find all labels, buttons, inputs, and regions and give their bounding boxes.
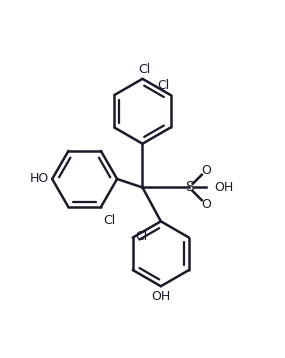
Text: O: O: [201, 164, 211, 177]
Text: OH: OH: [215, 181, 234, 194]
Text: OH: OH: [151, 290, 170, 304]
Text: HO: HO: [30, 173, 49, 185]
Text: S: S: [185, 180, 194, 194]
Text: Cl: Cl: [136, 229, 148, 243]
Text: Cl: Cl: [138, 63, 150, 76]
Text: O: O: [201, 198, 211, 211]
Text: Cl: Cl: [104, 214, 116, 227]
Text: Cl: Cl: [157, 79, 169, 92]
